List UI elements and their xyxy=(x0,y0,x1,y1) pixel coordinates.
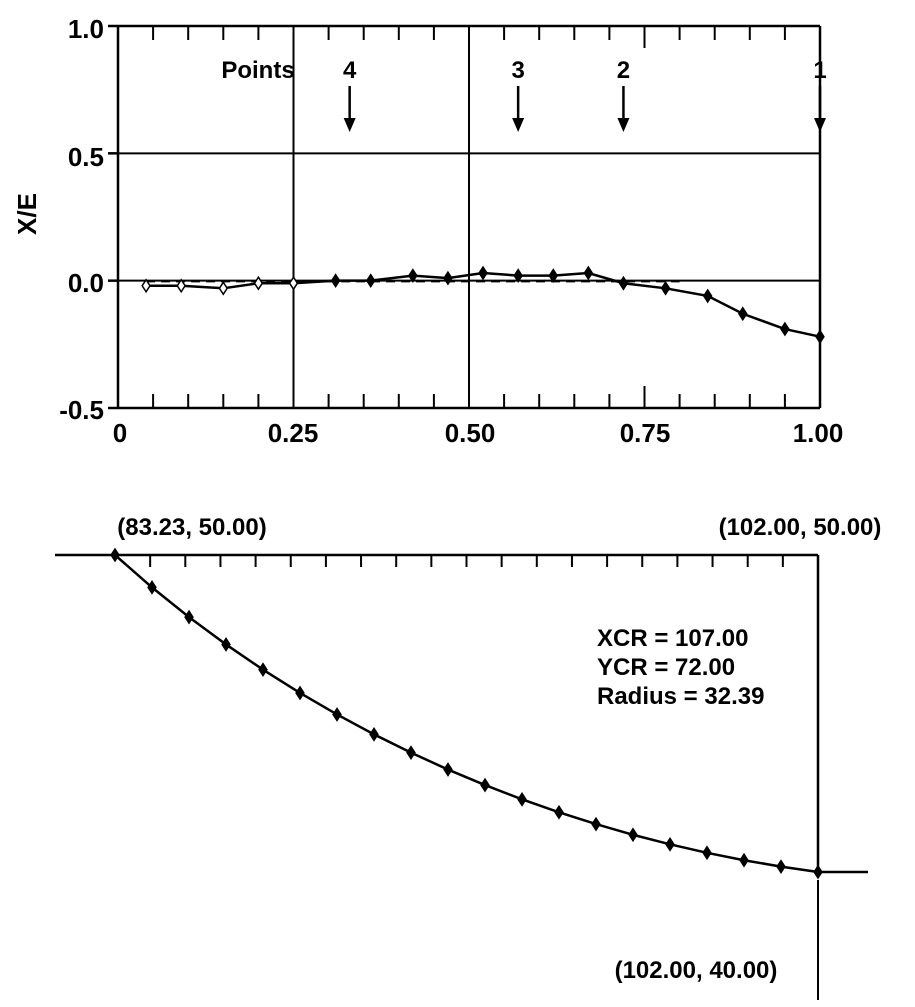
data-point xyxy=(176,278,186,294)
data-point xyxy=(583,265,594,281)
arc-point xyxy=(110,547,120,563)
arc-line xyxy=(114,554,819,874)
arc-point xyxy=(221,637,231,652)
point-marker-label: 4 xyxy=(343,57,357,84)
arc-point xyxy=(332,707,342,722)
y-tick-label-0-5: 0.5 xyxy=(68,142,104,172)
data-point xyxy=(443,270,453,286)
arc-point xyxy=(517,791,527,807)
arc-point xyxy=(702,845,712,861)
grid xyxy=(118,26,820,408)
radius-label: Radius = 32.39 xyxy=(597,683,764,710)
data-point xyxy=(330,273,341,289)
series-line xyxy=(146,271,821,338)
y-tick-label-1: 1.0 xyxy=(68,14,104,44)
x-tick-label-0-25: 0.25 xyxy=(268,418,319,448)
point-markers: 4 3 2 1 xyxy=(343,57,827,132)
data-point xyxy=(253,275,264,291)
arc-point xyxy=(258,662,268,678)
data-point xyxy=(408,268,418,283)
arc-curve xyxy=(110,547,823,880)
bottom-chart: (83.23, 50.00) (102.00, 50.00) (102.00, … xyxy=(55,514,881,1000)
data-point xyxy=(702,288,713,304)
tick-labels: 1.0 0.5 0.0 -0.5 0 0.25 0.50 0.75 1.00 xyxy=(59,14,843,448)
x-tick-label-1-00: 1.00 xyxy=(793,418,844,448)
x-tick-label-0-50: 0.50 xyxy=(445,418,496,448)
data-point xyxy=(141,278,151,294)
arc-point xyxy=(443,762,453,777)
data-point xyxy=(780,321,790,337)
data-point xyxy=(513,268,523,283)
data-point xyxy=(288,275,299,291)
x-tick-label-0-75: 0.75 xyxy=(620,418,671,448)
arc-point xyxy=(147,580,157,595)
x-tick-label-0: 0 xyxy=(113,418,127,448)
point-marker-arrowhead xyxy=(617,118,630,132)
data-point xyxy=(660,280,671,296)
start-point-label: (83.23, 50.00) xyxy=(117,514,266,541)
top-chart: 1.0 0.5 0.0 -0.5 0 0.25 0.50 0.75 1.00 X… xyxy=(12,14,843,448)
arc-point xyxy=(554,804,564,820)
plot-frame xyxy=(108,24,822,410)
data-series xyxy=(141,265,825,345)
point-marker-label: 3 xyxy=(511,57,524,84)
arc-point xyxy=(776,859,786,874)
arc-point xyxy=(369,726,379,742)
arc-point xyxy=(739,852,749,868)
arc-point xyxy=(665,836,675,852)
top-right-label: (102.00, 50.00) xyxy=(719,514,882,541)
arc-point xyxy=(295,685,305,701)
point-marker-label: 2 xyxy=(617,57,630,84)
ycr-label: YCR = 72.00 xyxy=(597,654,735,681)
point-marker-arrowhead xyxy=(343,118,356,132)
bottom-frame xyxy=(55,553,868,1000)
data-point xyxy=(618,275,629,291)
y-tick-label-minus-0-5: -0.5 xyxy=(59,395,104,425)
data-point xyxy=(737,306,748,322)
xcr-label: XCR = 107.00 xyxy=(597,625,748,652)
point-marker-label: 1 xyxy=(813,57,826,84)
y-axis-label: X/E xyxy=(12,193,42,235)
end-point-label: (102.00, 40.00) xyxy=(615,957,778,984)
x-ticks xyxy=(117,26,821,408)
bottom-ticks xyxy=(149,555,819,567)
arc-point xyxy=(628,827,638,843)
data-point xyxy=(548,268,559,283)
data-point xyxy=(815,329,825,345)
points-label: Points xyxy=(221,57,294,84)
point-marker-arrowhead xyxy=(512,118,525,132)
data-point xyxy=(218,280,229,296)
arc-point xyxy=(406,745,416,761)
data-point xyxy=(365,273,376,289)
arc-point xyxy=(184,609,194,625)
arc-point xyxy=(480,777,490,793)
data-point xyxy=(478,265,488,281)
point-marker-arrowhead xyxy=(814,118,826,132)
arc-point xyxy=(591,816,601,832)
y-tick-label-0: 0.0 xyxy=(68,268,104,298)
arc-point xyxy=(813,864,823,880)
